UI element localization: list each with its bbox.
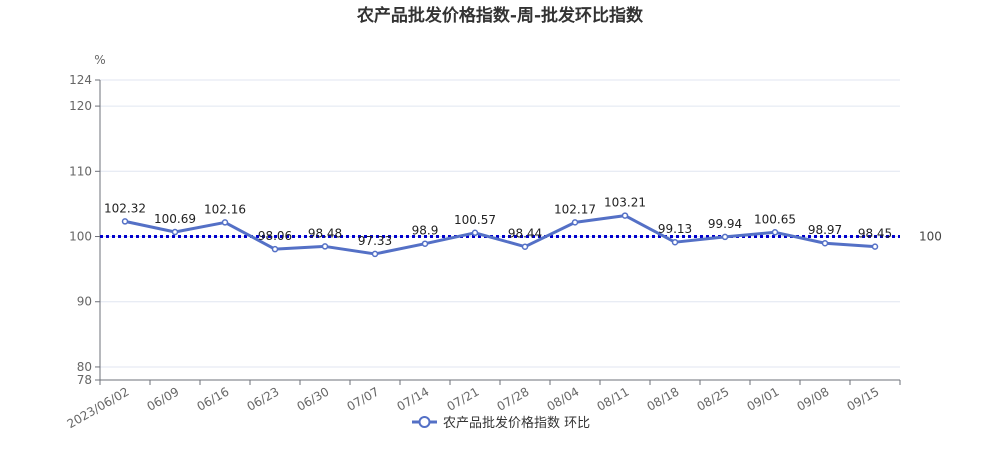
- data-label: 98.45: [858, 227, 892, 241]
- reference-line-label: 100: [919, 230, 942, 244]
- data-label: 102.16: [204, 202, 246, 216]
- data-label: 99.13: [658, 222, 692, 236]
- data-point[interactable]: [371, 250, 379, 258]
- data-label: 98.06: [258, 229, 292, 243]
- data-point[interactable]: [321, 243, 329, 250]
- data-labels: 102.32 100.69 102.16 98.06 98.48 97.33 98.9 100…: [104, 196, 892, 248]
- x-tick-label: 08/04: [545, 384, 582, 413]
- y-tick-label: 120: [69, 99, 92, 113]
- series-line: [124, 214, 876, 256]
- x-tick-label: 08/11: [595, 384, 632, 413]
- data-point[interactable]: [121, 218, 129, 225]
- x-tick-label: 06/16: [195, 384, 232, 413]
- x-tick-label: 07/28: [495, 384, 532, 413]
- data-label: 98.48: [308, 226, 342, 240]
- legend-marker-icon: [418, 416, 431, 428]
- y-tick-label: 90: [77, 295, 92, 309]
- data-point[interactable]: [871, 243, 879, 250]
- data-label: 100.69: [154, 212, 196, 226]
- data-point[interactable]: [721, 233, 729, 241]
- x-tick-label: 08/18: [645, 384, 682, 413]
- data-label: 100.57: [454, 213, 496, 227]
- data-point[interactable]: [621, 212, 629, 219]
- legend-label[interactable]: 农产品批发价格指数 环比: [443, 415, 590, 431]
- y-tick-label: 110: [69, 164, 92, 178]
- y-tick-label: 100: [69, 230, 92, 244]
- y-tick-label: 124: [69, 73, 92, 87]
- data-point[interactable]: [171, 228, 179, 236]
- data-label: 100.65: [754, 212, 796, 226]
- data-point[interactable]: [471, 229, 479, 237]
- data-label: 102.32: [104, 201, 146, 215]
- x-tick-label: 09/15: [845, 384, 882, 413]
- data-label: 103.21: [604, 196, 646, 210]
- series-group: [121, 212, 879, 258]
- data-label: 98.44: [508, 227, 542, 241]
- x-tick-label: 06/23: [245, 384, 282, 413]
- data-point[interactable]: [221, 219, 229, 226]
- x-tick-label: 07/14: [395, 384, 432, 413]
- x-tick-label: 2023/06/02: [65, 384, 132, 431]
- data-label: 97.33: [358, 234, 392, 248]
- x-tick-label: 09/08: [795, 384, 832, 413]
- data-point[interactable]: [271, 245, 279, 253]
- legend[interactable]: 农产品批发价格指数 环比: [412, 415, 590, 431]
- data-label: 98.9: [412, 224, 439, 238]
- y-tick-label: 80: [77, 360, 92, 374]
- y-tick-label: 78: [77, 373, 92, 387]
- data-label: 102.17: [554, 202, 596, 216]
- data-label: 99.94: [708, 217, 742, 231]
- x-tick-label: 06/09: [145, 384, 182, 413]
- data-point[interactable]: [421, 240, 429, 247]
- data-label: 98.97: [808, 223, 842, 237]
- reference-line-group: 100: [100, 230, 942, 244]
- x-tick-label: 07/21: [445, 384, 482, 413]
- chart-title: 农产品批发价格指数-周-批发环比指数: [356, 5, 644, 26]
- data-point[interactable]: [821, 239, 829, 247]
- axes: [95, 79, 901, 385]
- x-tick-label: 06/30: [295, 384, 332, 413]
- x-tick-label: 07/07: [345, 384, 382, 413]
- data-point[interactable]: [771, 229, 779, 236]
- y-axis-unit: %: [94, 53, 105, 67]
- data-point[interactable]: [571, 219, 579, 226]
- x-tick-label: 09/01: [745, 384, 782, 413]
- data-point[interactable]: [521, 243, 529, 250]
- data-point[interactable]: [671, 238, 679, 246]
- x-tick-label: 08/25: [695, 384, 732, 413]
